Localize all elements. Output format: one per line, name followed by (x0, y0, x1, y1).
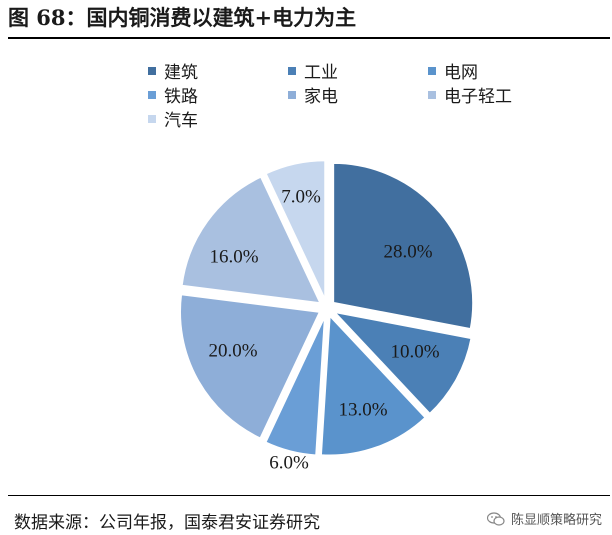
brand-watermark: 陈显顺策略研究 (486, 509, 602, 528)
legend-item-工业: 工业 (288, 58, 338, 83)
legend-swatch (428, 66, 436, 75)
wechat-icon (486, 511, 505, 526)
slice-label-家电: 20.0% (208, 340, 257, 361)
slice-label-建筑: 28.0% (383, 241, 432, 262)
pie-slice-电子轻工 (180, 175, 323, 305)
legend-label: 家电 (304, 87, 338, 107)
source-divider (8, 495, 610, 496)
legend-item-电网: 电网 (428, 58, 478, 83)
chart-title: 图 68：国内铜消费以建筑+电力为主 (8, 5, 357, 30)
slice-label-电网: 13.0% (338, 399, 387, 420)
legend-item-电子轻工: 电子轻工 (428, 82, 512, 107)
legend-label: 汽车 (164, 111, 198, 131)
legend-swatch (148, 90, 156, 99)
source-note: 数据来源：公司年报，国泰君安证券研究 (14, 513, 320, 533)
legend-swatch (148, 66, 156, 75)
legend-label: 工业 (304, 63, 338, 83)
legend-swatch (428, 90, 436, 99)
title-divider (8, 37, 610, 39)
pie-slice-铁路 (264, 315, 327, 457)
legend-item-铁路: 铁路 (148, 82, 198, 107)
slice-label-电子轻工: 16.0% (209, 246, 258, 267)
brand-name: 陈显顺策略研究 (510, 513, 602, 528)
pie-slice-汽车 (264, 159, 327, 301)
legend-item-汽车: 汽车 (148, 106, 198, 131)
legend-item-建筑: 建筑 (148, 58, 198, 83)
legend-label: 电网 (444, 63, 478, 83)
legend-swatch (288, 66, 296, 75)
legend-label: 铁路 (164, 87, 198, 107)
pie-slice-家电 (179, 293, 322, 440)
pie-chart: 28.0% 10.0% 13.0% 6.0% 20.0% 16.0% 7.0% (179, 159, 475, 473)
legend-swatch (148, 114, 156, 123)
legend-item-家电: 家电 (288, 82, 338, 107)
legend-swatch (288, 90, 296, 99)
slice-label-汽车: 7.0% (281, 186, 321, 207)
pie-slice-工业 (331, 310, 473, 416)
legend-label: 电子轻工 (444, 87, 512, 107)
legend-label: 建筑 (164, 63, 198, 83)
slice-label-铁路: 6.0% (269, 452, 309, 473)
pie-slice-电网 (319, 313, 427, 457)
pie-slice-建筑 (332, 161, 475, 331)
slice-label-工业: 10.0% (390, 341, 439, 362)
